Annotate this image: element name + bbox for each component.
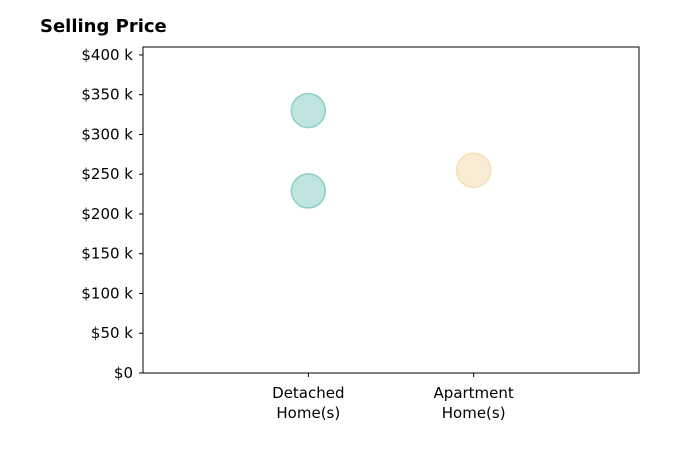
y-tick-label: $350 k	[81, 86, 133, 104]
data-point	[455, 152, 492, 188]
y-tick-label: $200 k	[81, 205, 133, 223]
x-tick-label: Detached Home(s)	[272, 384, 344, 422]
y-tick-label: $150 k	[81, 245, 133, 263]
y-tick-label: $50 k	[91, 324, 133, 342]
y-tick-label: $100 k	[81, 284, 133, 302]
y-tick-label: $0	[114, 364, 133, 382]
data-point	[290, 92, 327, 129]
y-tick-label: $300 k	[81, 125, 133, 143]
data-point	[290, 173, 327, 209]
chart-title: Selling Price	[40, 16, 167, 37]
x-tick-label: Apartment Home(s)	[434, 384, 514, 422]
y-tick-label: $400 k	[81, 46, 133, 64]
y-tick-label: $250 k	[81, 165, 133, 183]
plot-frame	[142, 46, 640, 374]
